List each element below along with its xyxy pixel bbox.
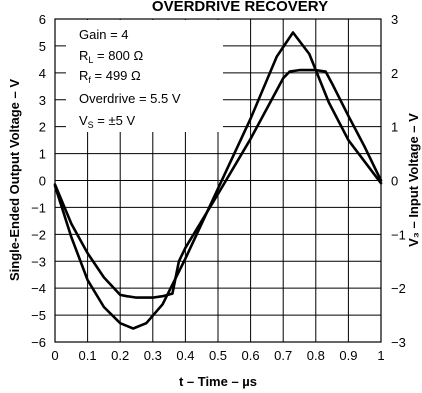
x-tick-label: 1 [377, 348, 384, 363]
y-right-tick-label: −2 [391, 281, 406, 296]
y-right-tick-label: 1 [391, 120, 398, 135]
y-left-tick-label: 4 [39, 66, 46, 81]
x-tick-label: 0.3 [144, 348, 162, 363]
y-right-tick-label: 2 [391, 66, 398, 81]
y-left-tick-label: −6 [31, 335, 46, 350]
y-right-tick-labels: 3 2 1 0 −1 −2 −3 [391, 12, 406, 350]
x-tick-label: 0.1 [79, 348, 97, 363]
annotation-background [66, 20, 223, 132]
x-tick-labels: 0 0.1 0.2 0.3 0.4 0.5 0.6 0.7 0.8 0.9 1 [51, 348, 384, 363]
x-axis-label: t – Time – µs [179, 374, 257, 389]
rf-label: Rf = 499 Ω [79, 68, 141, 85]
x-tick-label: 0.6 [242, 348, 260, 363]
x-tick-label: 0.4 [176, 348, 194, 363]
chart-title: OVERDRIVE RECOVERY [152, 0, 328, 15]
x-tick-label: 0.5 [209, 348, 227, 363]
y-right-tick-label: 0 [391, 174, 398, 189]
y-left-tick-label: −5 [31, 308, 46, 323]
y-left-tick-label: −3 [31, 254, 46, 269]
y-left-axis-label: Single-Ended Output Voltage – V [7, 79, 22, 281]
y-left-tick-label: 5 [39, 39, 46, 54]
y-left-tick-label: −1 [31, 200, 46, 215]
y-left-tick-label: −2 [31, 227, 46, 242]
y-right-tick-label: 3 [391, 12, 398, 27]
x-tick-label: 0.2 [111, 348, 129, 363]
y-left-tick-label: 3 [39, 93, 46, 108]
x-tick-label: 0 [51, 348, 58, 363]
x-tick-label: 0.7 [274, 348, 292, 363]
y-left-tick-labels: 6 5 4 3 2 1 0 −1 −2 −3 −4 −5 −6 [31, 12, 46, 350]
y-right-axis-label: V₃ – Input Voltage – V [406, 113, 421, 247]
y-left-tick-label: 2 [39, 120, 46, 135]
y-right-tick-label: −3 [391, 335, 406, 350]
series-layer [53, 31, 383, 330]
y-left-tick-label: 1 [39, 147, 46, 162]
output-voltage-line [53, 68, 383, 299]
gain-label: Gain = 4 [79, 27, 129, 42]
overdrive-label: Overdrive = 5.5 V [79, 91, 181, 106]
x-tick-label: 0.8 [307, 348, 325, 363]
annotation-box: Gain = 4 RL = 800 Ω Rf = 499 Ω Overdrive… [66, 20, 223, 132]
vs-label: VS = ±5 V [79, 113, 135, 130]
y-left-tick-label: 0 [39, 174, 46, 189]
input-voltage-line [53, 31, 383, 330]
y-right-tick-label: −1 [391, 227, 406, 242]
x-tick-label: 0.9 [339, 348, 357, 363]
y-left-tick-label: 6 [39, 12, 46, 27]
rl-label: RL = 800 Ω [79, 48, 144, 65]
y-left-tick-label: −4 [31, 281, 46, 296]
